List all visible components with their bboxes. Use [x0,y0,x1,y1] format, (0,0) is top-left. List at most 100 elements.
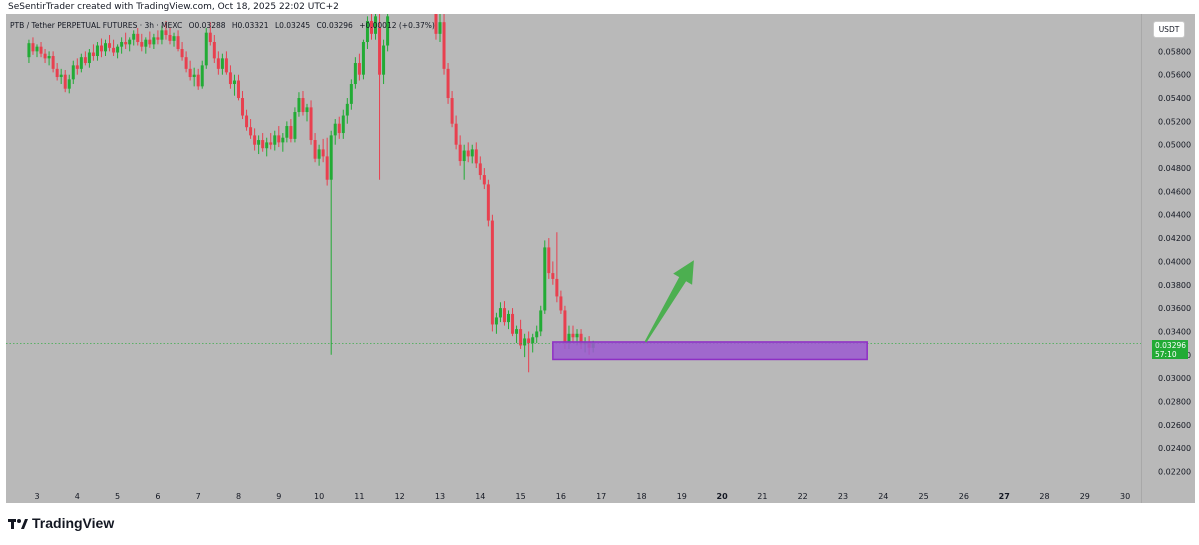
candle-body [285,126,289,138]
candle-body [571,333,575,338]
x-tick-label: 6 [155,492,160,501]
x-tick-label: 28 [1039,492,1049,501]
y-tick-label: 0.03600 [1158,304,1191,313]
candle-body [83,57,87,64]
candle-body [55,68,59,78]
candle-body [535,331,539,338]
candle-body [224,58,228,73]
y-tick-label: 0.04600 [1158,187,1191,196]
candle-body [515,329,519,334]
candle-body [579,333,583,345]
candle-body [507,313,511,323]
candle-body [317,149,321,159]
x-tick-label: 13 [435,492,445,501]
candle-body [67,79,71,89]
support-zone [552,341,868,361]
candle-body [104,43,108,52]
candle-body [208,32,212,43]
x-tick-label: 4 [75,492,80,501]
candle-body [212,42,216,59]
candle-body [39,46,43,54]
candle-body [63,74,67,89]
candle-body [220,58,224,69]
candle-body [188,68,192,78]
tradingview-wordmark: TradingView [32,515,115,531]
candle-body [466,150,470,157]
candle-body [95,45,99,57]
x-tick-label: 12 [395,492,405,501]
candle-body [337,123,341,134]
y-tick-label: 0.02800 [1158,397,1191,406]
candle-body [369,21,373,34]
candle-body [539,310,543,332]
candle-body [91,52,95,57]
candle-body [228,72,232,85]
legend-high: H0.03321 [231,21,269,30]
y-tick-label: 0.04200 [1158,234,1191,243]
y-tick-label: 0.05200 [1158,117,1191,126]
legend-open: O0.03288 [188,21,226,30]
y-tick-label: 0.04800 [1158,164,1191,173]
price-axis[interactable] [1141,14,1195,503]
x-tick-label: 16 [556,492,566,501]
chart-area[interactable] [6,14,1141,503]
x-tick-label: 17 [596,492,606,501]
x-tick-label: 15 [516,492,526,501]
candle-body [277,135,281,143]
candle-body [108,43,112,48]
tradingview-logo-icon [8,516,28,530]
candle-body [289,126,293,139]
candle-body [99,45,103,52]
y-tick-label: 0.03400 [1158,327,1191,336]
x-tick-label: 3 [34,492,39,501]
candle-body [349,84,353,104]
candle-body [216,58,220,69]
candle-body [434,14,438,34]
candle-body [305,107,309,113]
candle-body [31,43,35,52]
candle-body [490,220,494,325]
candle-body [438,22,442,34]
candle-body [124,42,128,45]
candle-body [27,43,31,58]
tradingview-logo[interactable]: TradingView [8,515,114,531]
y-tick-label: 0.03800 [1158,281,1191,290]
candle-body [309,107,313,141]
x-tick-label: 27 [999,492,1010,501]
x-tick-label: 29 [1080,492,1090,501]
candle-body [345,103,349,116]
candle-body [75,65,79,69]
candle-body [478,163,482,176]
candle-body [136,33,140,43]
currency-button[interactable]: USDT [1153,21,1185,38]
candle-body [523,338,527,346]
x-tick-label: 30 [1120,492,1130,501]
chart-credit: SeSentirTrader created with TradingView.… [8,2,339,12]
legend-symbol: PTB / Tether PERPETUAL FUTURES · 3h · ME… [10,21,183,30]
candle-body [249,127,253,136]
candle-body [128,39,132,45]
candle-body [112,47,116,53]
candle-body [462,150,466,162]
candle-body [120,42,124,47]
candle-body [482,175,486,185]
candle-body [192,74,196,78]
candle-body [168,35,172,41]
legend-close: C0.03296 [316,21,353,30]
candle-body [555,278,559,297]
legend-change: +0.00012 (+0.37%) [359,21,435,30]
candle-body [511,313,515,334]
last-price-tag: 0.03296 57:10 [1152,340,1188,359]
candle-body [374,16,378,34]
countdown-timer: 57:10 [1155,350,1177,359]
projection-arrow [644,260,694,343]
y-tick-label: 0.05400 [1158,94,1191,103]
candle-body [543,247,547,311]
candle-body [273,135,277,145]
y-tick-label: 0.03000 [1158,374,1191,383]
x-tick-label: 7 [196,492,201,501]
candle-body [454,123,458,145]
candle-body [232,80,236,85]
candle-body [450,98,454,124]
